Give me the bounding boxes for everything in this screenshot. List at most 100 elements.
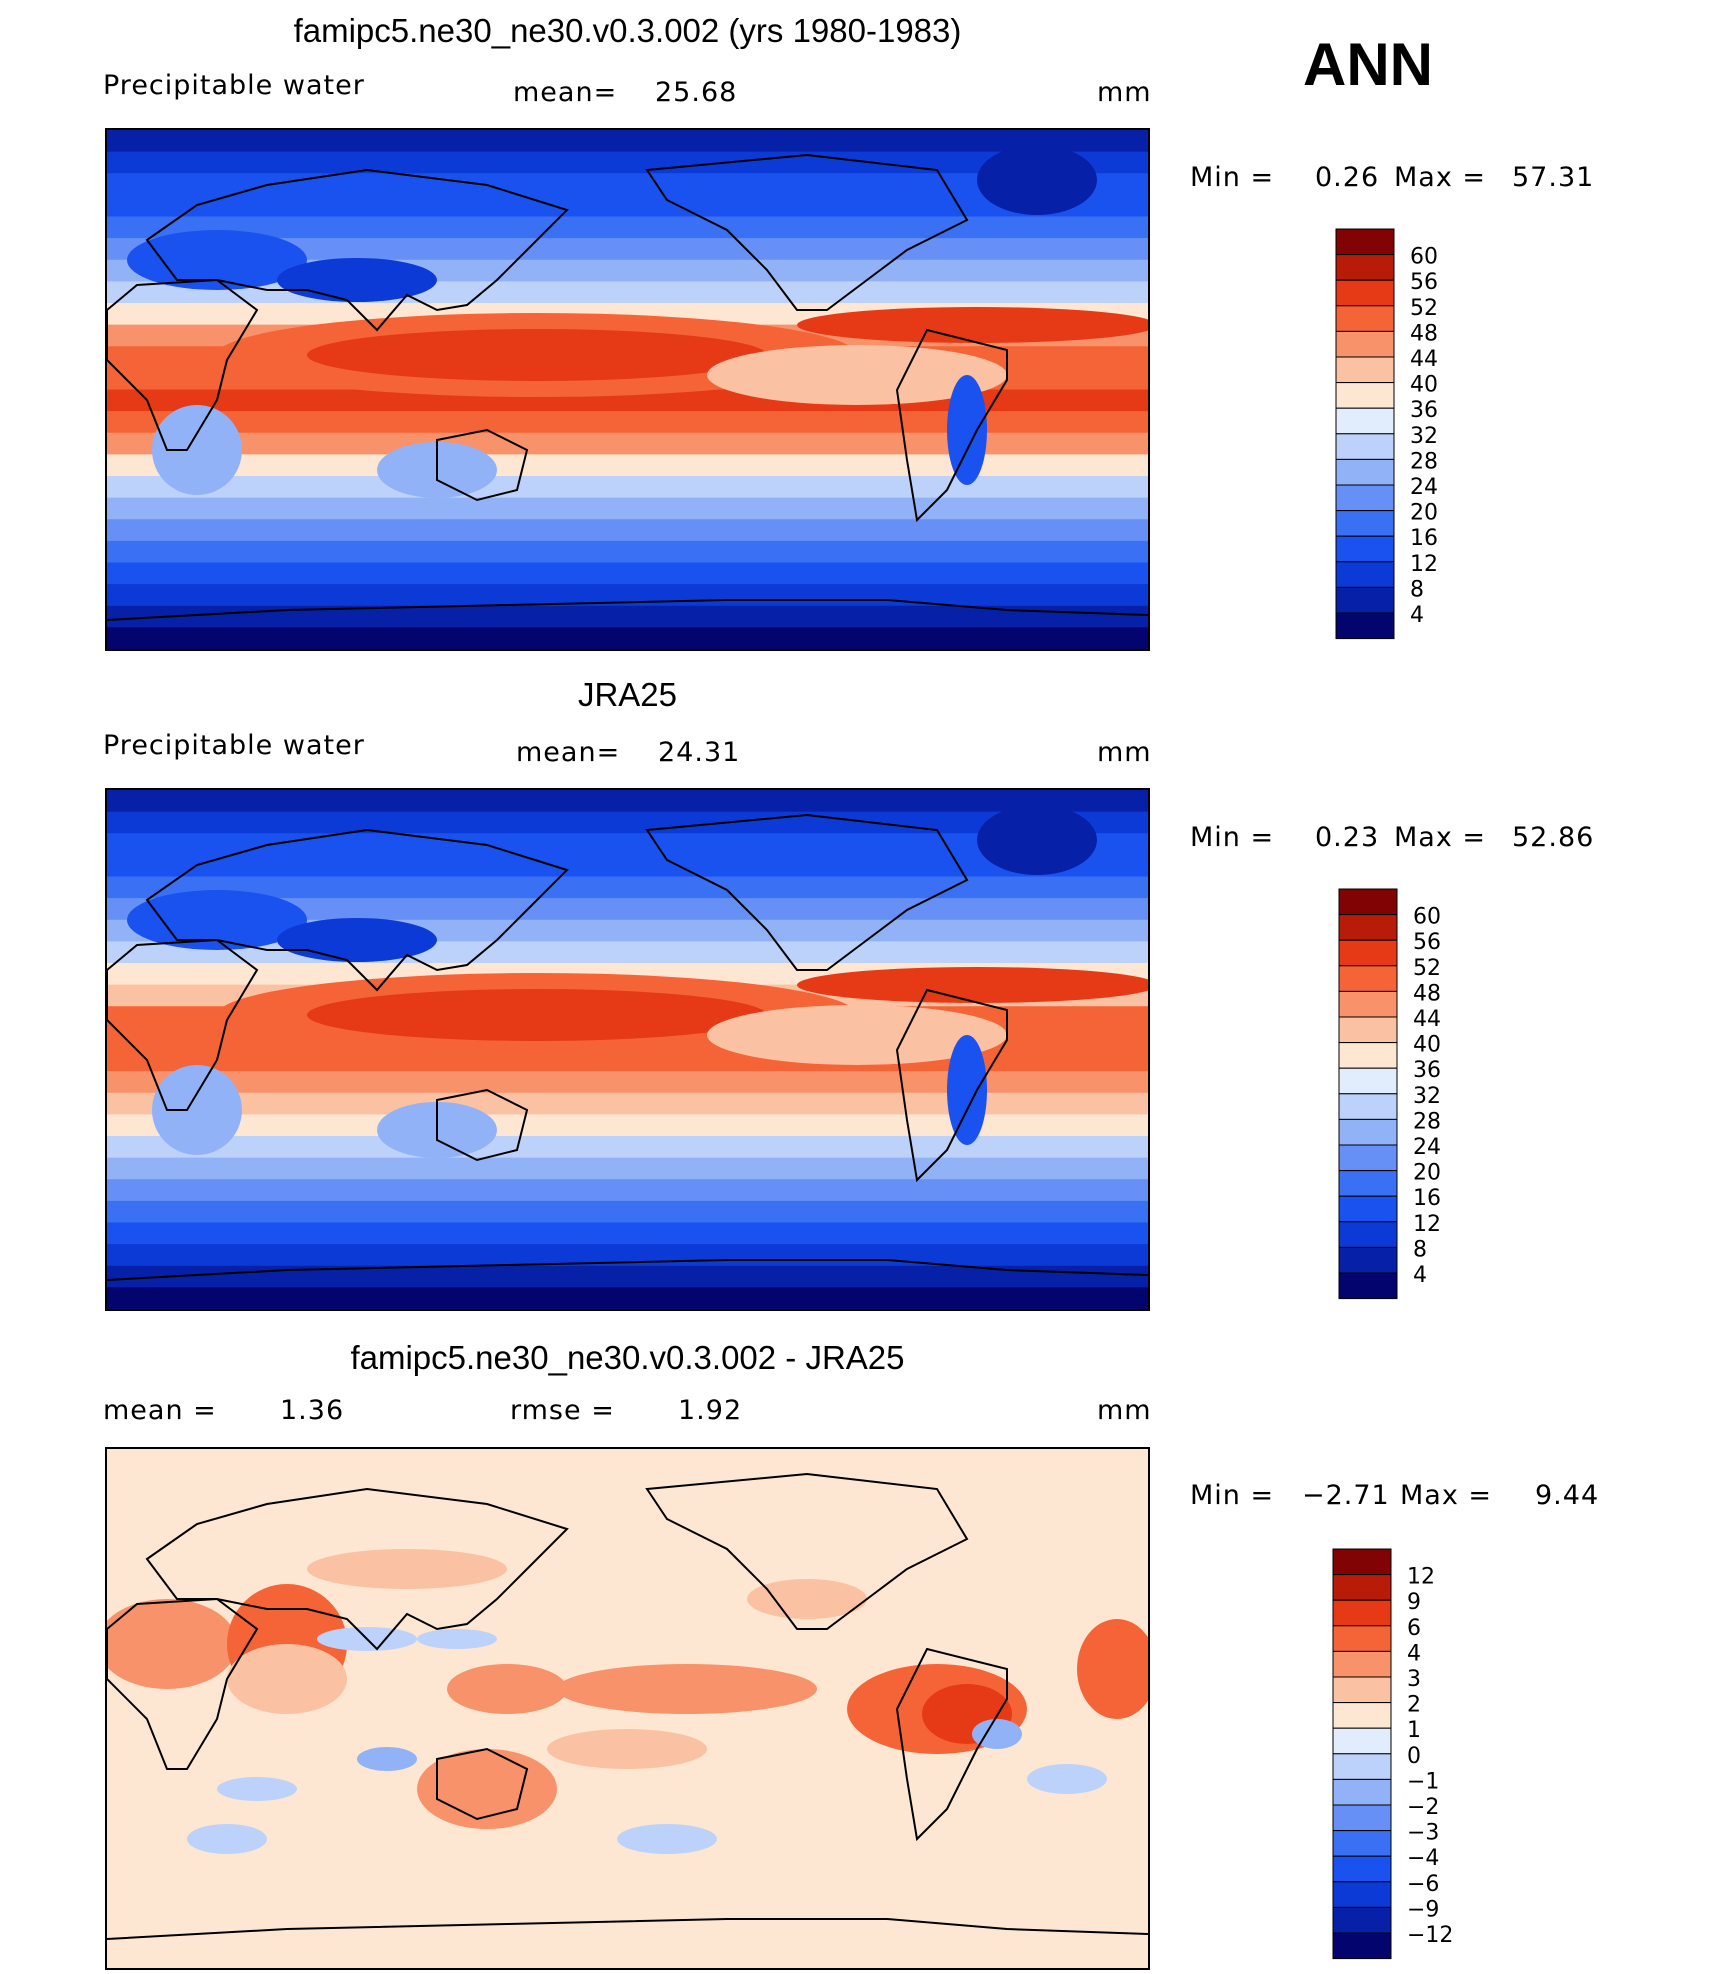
colorbar-tick-label: 48 xyxy=(1413,981,1441,1006)
coastline xyxy=(895,1647,1008,1842)
colorbar-swatch xyxy=(1335,510,1395,537)
colorbar-tick-label: 32 xyxy=(1410,424,1438,449)
colorbar-swatch xyxy=(1335,407,1395,435)
negative-anomaly xyxy=(1027,1764,1107,1794)
colorbar-swatch xyxy=(1338,1067,1398,1095)
colorbar-swatch xyxy=(1338,1016,1398,1044)
coastline xyxy=(145,828,569,992)
dry-region xyxy=(127,230,307,290)
panel3-field-svg xyxy=(107,1449,1148,1968)
colorbar-tick-label: 24 xyxy=(1410,475,1438,500)
warm-pool-core xyxy=(307,329,767,381)
colorbar-swatch xyxy=(1332,1727,1392,1755)
colorbar-tick-label: −3 xyxy=(1407,1821,1439,1846)
latitude-band xyxy=(107,605,1148,629)
colorbar-swatch xyxy=(1338,1195,1398,1223)
colorbar-swatch xyxy=(1338,888,1398,916)
colorbar-tick-label: 44 xyxy=(1410,347,1438,372)
anomaly-blob xyxy=(557,1664,817,1714)
colorbar-swatch xyxy=(1338,1170,1398,1197)
coastline xyxy=(436,428,529,502)
precip-water-field xyxy=(107,130,1148,649)
latitude-band xyxy=(107,411,1148,434)
anomaly-blob xyxy=(107,1599,237,1689)
colorbar-swatch xyxy=(1332,1676,1392,1704)
panel3-map xyxy=(105,1447,1150,1970)
anomaly-blob xyxy=(417,1749,557,1829)
panel2-min-label: Min = xyxy=(1190,822,1275,853)
coastline xyxy=(645,1472,969,1630)
coastline xyxy=(107,938,259,1111)
colorbar-tick-label: 6 xyxy=(1407,1616,1421,1641)
colorbar-tick-label: 12 xyxy=(1413,1212,1441,1237)
latitude-band xyxy=(107,519,1148,542)
colorbar-swatch xyxy=(1332,1702,1392,1729)
colorbar-tick-label: 9 xyxy=(1407,1590,1421,1615)
colorbar-tick-label: 28 xyxy=(1413,1109,1441,1134)
season-label: ANN xyxy=(1303,31,1433,98)
colorbar-tick-label: 40 xyxy=(1410,373,1438,398)
colorbar-tick-label: 48 xyxy=(1410,321,1438,346)
panel2-title: JRA25 xyxy=(577,676,678,713)
colorbar-tick-label: 52 xyxy=(1410,296,1438,321)
colorbar-tick-label: −9 xyxy=(1407,1897,1439,1922)
colorbar-swatch xyxy=(1338,1093,1398,1120)
panel2-min-value: 0.23 xyxy=(1315,822,1380,853)
negative-anomaly xyxy=(357,1747,417,1771)
colorbar-tick-label: 12 xyxy=(1407,1565,1435,1590)
warm-pool-core xyxy=(307,989,767,1041)
tibet-dry xyxy=(277,918,437,962)
panel1-field-svg xyxy=(107,130,1148,649)
latitude-band xyxy=(107,173,1148,196)
colorbar-swatch xyxy=(1335,228,1395,256)
coastlines xyxy=(107,1472,1148,1940)
panel1-map xyxy=(105,128,1150,651)
colorbar-swatch xyxy=(1332,1625,1392,1652)
colorbar-swatch xyxy=(1335,535,1395,563)
latitude-band xyxy=(107,1179,1148,1202)
panel2-map xyxy=(105,788,1150,1311)
latitude-band xyxy=(107,1244,1148,1267)
anomaly-blob xyxy=(227,1644,347,1714)
colorbar-tick-label: 20 xyxy=(1410,501,1438,526)
colorbar-tick-label: −12 xyxy=(1407,1923,1453,1948)
colorbar-swatch xyxy=(1338,990,1398,1018)
colorbar-tick-label: 36 xyxy=(1410,398,1438,423)
anomaly-blob xyxy=(547,1729,707,1769)
colorbar-swatch xyxy=(1338,1118,1398,1146)
colorbar-swatch xyxy=(1332,1881,1392,1908)
latitude-band xyxy=(107,1265,1148,1289)
latitude-band xyxy=(107,833,1148,856)
latitude-band xyxy=(107,854,1148,878)
panel1-mean-value: 25.68 xyxy=(655,77,738,108)
colorbar-swatch xyxy=(1338,914,1398,941)
colorbar-swatch xyxy=(1332,1574,1392,1601)
andes-dry xyxy=(947,375,987,485)
negative-anomaly xyxy=(417,1629,497,1649)
colorbar-swatch xyxy=(1332,1906,1392,1934)
greenland-dry xyxy=(977,145,1097,215)
andes-dry xyxy=(947,1035,987,1145)
latitude-band xyxy=(107,238,1148,261)
latitude-band xyxy=(107,1200,1148,1224)
colorbar-swatch xyxy=(1338,1246,1398,1274)
latitude-band xyxy=(107,811,1148,835)
negative-anomaly xyxy=(972,1719,1022,1749)
colorbar-swatch xyxy=(1335,484,1395,512)
latitude-band xyxy=(107,1071,1148,1094)
panel1-title: famipc5.ne30_ne30.v0.3.002 (yrs 1980-198… xyxy=(293,12,962,49)
latitude-band xyxy=(107,790,1148,813)
colorbar-swatch xyxy=(1332,1778,1392,1806)
colorbar-swatch xyxy=(1338,939,1398,967)
colorbar-tick-label: 32 xyxy=(1413,1084,1441,1109)
panel3-min-value: −2.71 xyxy=(1302,1480,1390,1511)
panel3-units: mm xyxy=(1097,1395,1152,1426)
colorbar-tick-label: 36 xyxy=(1413,1058,1441,1083)
panel3-max-value: 9.44 xyxy=(1535,1480,1600,1511)
panel1-mean-label: mean= xyxy=(513,77,618,108)
panel3-rmse-label: rmse = xyxy=(510,1395,615,1426)
latitude-band xyxy=(107,540,1148,564)
colorbar-tick-label: 60 xyxy=(1413,905,1441,930)
latitude-band xyxy=(107,497,1148,521)
colorbar-tick-label: 2 xyxy=(1407,1693,1421,1718)
